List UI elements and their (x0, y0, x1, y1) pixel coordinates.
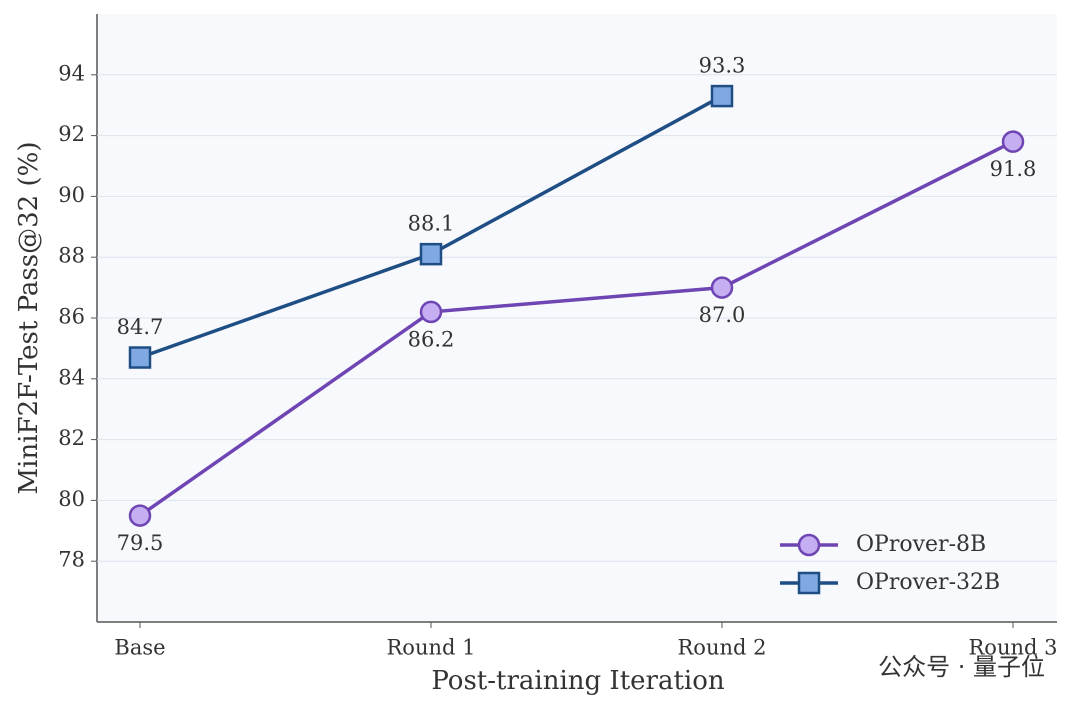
y-tick-label: 94 (58, 61, 85, 85)
data-label: 79.5 (117, 531, 164, 555)
y-tick-label: 78 (58, 548, 85, 572)
data-point (710, 276, 734, 299)
series-line (138, 140, 1014, 518)
y-axis-title: MiniF2F-Test Pass@32 (%) (14, 142, 44, 495)
legend-label: OProver-8B (856, 532, 986, 557)
data-label: 86.2 (408, 327, 455, 351)
data-point (419, 300, 443, 324)
data-label: 93.3 (699, 54, 746, 78)
data-label: 91.8 (990, 157, 1037, 181)
y-tick-label: 80 (58, 487, 85, 511)
x-tick-label: Round 1 (387, 636, 476, 660)
x-tick-label: Base (114, 636, 165, 660)
data-label: 84.7 (117, 315, 164, 339)
data-point (128, 346, 152, 369)
y-tick-label: 92 (58, 122, 85, 146)
legend-label: OProver-32B (856, 570, 1000, 595)
watermark: 公众号 · 量子位 (878, 653, 1045, 681)
data-label: 87.0 (699, 303, 746, 327)
data-point (128, 504, 152, 527)
x-axis-title: Post-training Iteration (431, 666, 725, 696)
y-tick-label: 90 (58, 183, 85, 207)
y-tick-label: 88 (58, 244, 85, 268)
x-tick-label: Round 2 (678, 636, 767, 660)
y-tick-label: 84 (58, 365, 85, 389)
data-point (710, 84, 734, 108)
data-point (419, 242, 443, 266)
legend-marker (797, 571, 821, 595)
data-label: 88.1 (408, 212, 455, 236)
legend-marker (797, 533, 821, 557)
y-tick-label: 82 (58, 426, 85, 450)
x-tick-label: Round 3 (969, 636, 1058, 660)
data-point (1001, 130, 1025, 153)
y-tick-label: 86 (58, 305, 85, 329)
